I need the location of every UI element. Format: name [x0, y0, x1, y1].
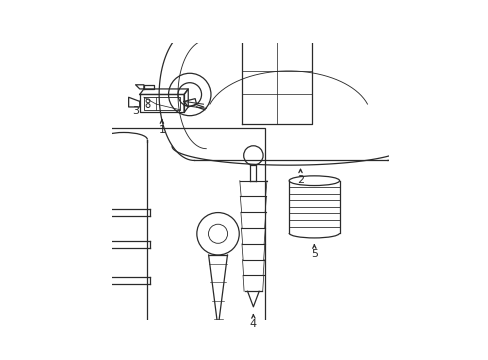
Text: 5: 5	[310, 249, 317, 259]
Text: 2: 2	[296, 175, 304, 185]
Bar	[29, 128, 264, 360]
Text: 3: 3	[132, 106, 139, 116]
Text: 4: 4	[249, 319, 256, 329]
Text: 1: 1	[158, 125, 165, 135]
